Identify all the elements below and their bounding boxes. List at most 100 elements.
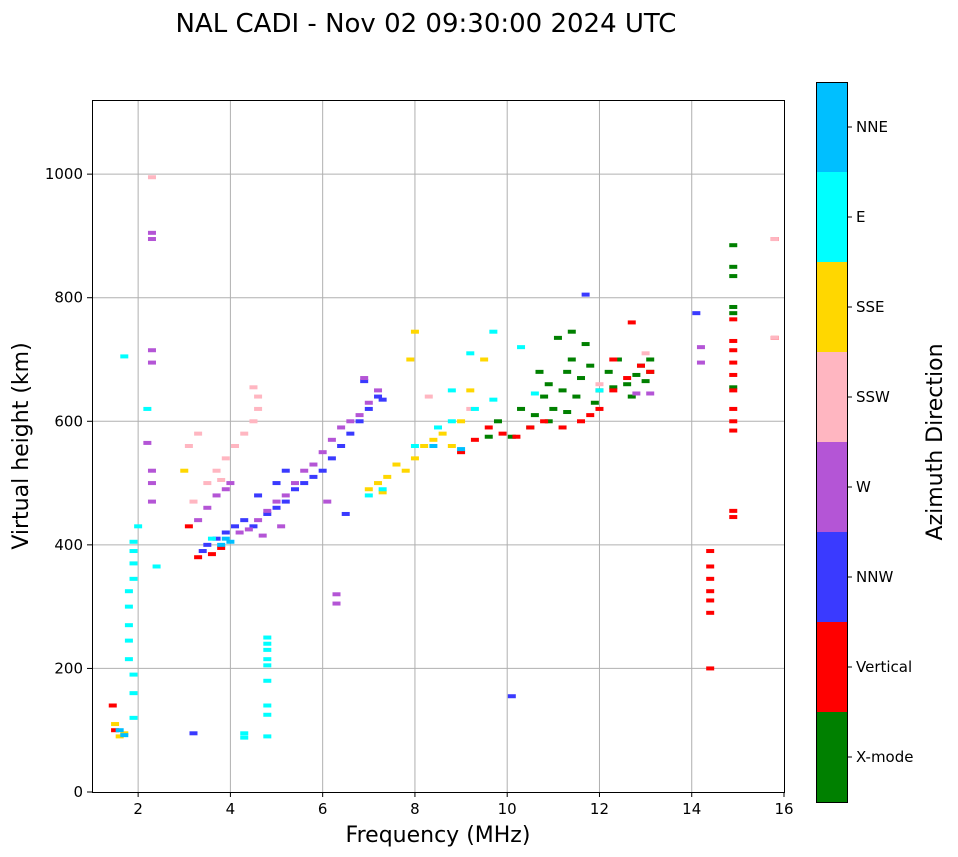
data-point	[129, 576, 138, 581]
data-point	[609, 388, 618, 393]
data-point	[332, 601, 341, 606]
x-tick-label: 12	[590, 800, 609, 818]
series-x-mode	[484, 243, 738, 439]
data-point	[111, 722, 120, 727]
data-point	[706, 564, 715, 569]
data-point	[401, 468, 410, 473]
data-point	[152, 564, 161, 569]
colorbar-segment	[816, 442, 847, 532]
data-point	[221, 456, 230, 461]
data-point	[254, 406, 263, 411]
data-point	[729, 338, 738, 343]
data-point	[438, 431, 447, 436]
data-point	[383, 474, 392, 479]
data-point	[290, 487, 299, 492]
data-point	[623, 382, 632, 387]
data-point	[484, 434, 493, 439]
data-point	[590, 400, 599, 405]
data-point	[434, 425, 442, 430]
data-point	[374, 481, 383, 486]
colorbar-segment	[816, 172, 847, 262]
data-point	[346, 431, 355, 436]
data-point	[147, 230, 156, 235]
data-point	[221, 536, 230, 541]
data-point	[627, 394, 636, 399]
data-point	[129, 715, 138, 720]
data-point	[249, 419, 258, 424]
colorbar-label: NNE	[856, 118, 888, 136]
data-point	[263, 635, 272, 640]
x-tick-label: 14	[682, 800, 701, 818]
data-point	[249, 385, 258, 390]
data-point	[410, 456, 419, 461]
data-point	[729, 385, 738, 390]
y-tick-label: 400	[54, 536, 83, 554]
data-point	[706, 610, 715, 615]
data-point	[120, 733, 129, 738]
data-point	[632, 391, 641, 396]
data-point	[374, 388, 383, 393]
data-point	[300, 468, 309, 473]
data-point	[217, 542, 226, 547]
data-point	[466, 388, 475, 393]
data-point	[410, 444, 419, 448]
data-point	[300, 481, 309, 486]
data-point	[184, 524, 193, 529]
data-point	[263, 508, 272, 513]
data-point	[217, 545, 226, 550]
data-point	[586, 413, 595, 418]
data-point	[480, 357, 489, 362]
colorbar-segment	[816, 352, 847, 442]
data-point	[706, 549, 715, 554]
data-point	[221, 487, 230, 492]
data-point	[429, 444, 438, 448]
data-point	[530, 391, 539, 396]
data-point	[517, 345, 526, 350]
data-point	[198, 549, 207, 554]
data-point	[447, 388, 456, 393]
colorbar-label: SSE	[856, 298, 885, 316]
x-tick-label: 6	[318, 800, 328, 818]
data-point	[447, 444, 456, 448]
data-point	[346, 419, 355, 424]
data-point	[203, 542, 212, 547]
data-point	[604, 369, 613, 374]
data-point	[364, 400, 373, 405]
data-point	[194, 518, 203, 523]
data-point	[466, 351, 475, 356]
data-point	[240, 735, 249, 740]
data-point	[327, 437, 336, 442]
data-point	[636, 363, 645, 368]
x-tick-label: 4	[226, 800, 236, 818]
data-point	[729, 274, 738, 279]
data-point	[729, 372, 738, 377]
data-point	[470, 437, 479, 442]
data-point	[254, 493, 263, 498]
data-point	[526, 425, 535, 430]
colorbar-segment	[816, 262, 847, 352]
colorbar-segment	[816, 712, 847, 802]
data-point	[129, 672, 138, 677]
data-point	[729, 388, 738, 393]
data-point	[263, 647, 272, 652]
data-point	[318, 450, 327, 455]
data-point	[272, 481, 281, 486]
data-point	[457, 447, 466, 452]
data-point	[581, 342, 590, 347]
data-point	[147, 175, 156, 180]
data-point	[378, 397, 387, 402]
y-tick-label: 0	[73, 783, 83, 801]
data-point	[489, 329, 498, 334]
data-point	[263, 511, 272, 516]
data-point	[124, 623, 133, 628]
data-point	[770, 237, 779, 242]
colorbar-label: X-mode	[856, 748, 913, 766]
data-point	[332, 592, 341, 597]
data-point	[147, 348, 156, 353]
data-point	[147, 481, 156, 486]
data-point	[360, 376, 369, 381]
data-point	[281, 468, 290, 473]
data-point	[632, 372, 641, 377]
data-point	[355, 413, 364, 418]
